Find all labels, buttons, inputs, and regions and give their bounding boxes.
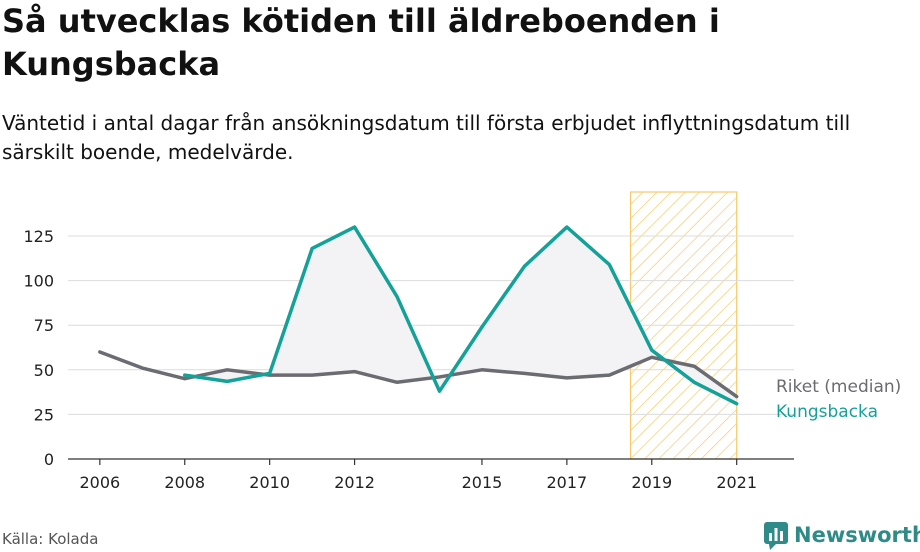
series-label-kungsbacka: Kungsbacka	[776, 402, 878, 422]
x-tick-label-2021: 2021	[716, 473, 757, 492]
x-tick-label-2006: 2006	[79, 473, 120, 492]
chart-bubble-icon	[764, 522, 788, 550]
y-tick-label-75: 75	[34, 316, 54, 335]
brand-name: Newsworthy	[794, 523, 920, 547]
series-gap-area	[184, 227, 737, 404]
x-tick-label-2012: 2012	[334, 473, 375, 492]
x-tick-label-2019: 2019	[631, 473, 672, 492]
chart-subtitle: Väntetid i antal dagar från ansökningsda…	[2, 111, 851, 164]
x-tick-label-2015: 2015	[462, 473, 503, 492]
y-tick-label-50: 50	[34, 361, 54, 380]
x-tick-label-2010: 2010	[249, 473, 290, 492]
chart-title: Så utvecklas kötiden till äldreboenden i…	[2, 2, 720, 83]
y-tick-label-125: 125	[23, 227, 54, 246]
x-tick-label-2017: 2017	[547, 473, 588, 492]
newsworthy-logo: Newsworthy	[764, 520, 920, 550]
y-tick-label-0: 0	[44, 450, 54, 469]
series-line-kungsbacka	[183, 225, 739, 406]
source-note: Källa: Kolada	[2, 530, 99, 548]
series-line-riket	[98, 350, 739, 399]
x-tick-label-2008: 2008	[164, 473, 205, 492]
y-tick-label-100: 100	[23, 272, 54, 291]
series-label-riket: Riket (median)	[776, 377, 901, 397]
y-tick-label-25: 25	[34, 405, 54, 424]
